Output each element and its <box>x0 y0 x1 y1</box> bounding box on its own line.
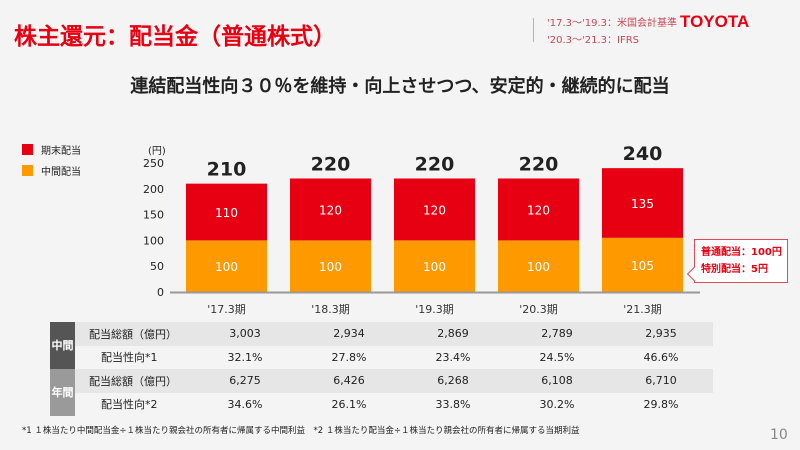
x-tick-label: '17.3期 <box>207 303 246 316</box>
table-row: 年間 配当総額（億円） 6,275 6,426 6,268 6,108 6,71… <box>50 369 713 416</box>
row-label: 配当総額（億円） <box>75 322 193 346</box>
table-row: 配当性向*1 32.1% 27.8% 23.4% 24.5% 46.6% <box>50 346 713 370</box>
accounting-note-1: '17.3〜'19.3：米国会計基準 <box>547 18 678 29</box>
bar-interim <box>498 240 579 292</box>
total-label: 220 <box>519 153 559 175</box>
bar-value-label: 105 <box>631 259 654 273</box>
bar-year-end <box>602 168 683 238</box>
cell: 6,426 <box>297 369 401 393</box>
row-label: 配当性向*1 <box>101 351 158 365</box>
legend-swatch <box>22 144 33 155</box>
cell: 6,108 <box>505 369 609 393</box>
bar-year-end <box>290 178 371 241</box>
total-label: 240 <box>623 143 663 165</box>
cell: 30.2% <box>539 397 575 411</box>
bar-value-label: 110 <box>215 206 238 220</box>
bar-value-label: 120 <box>423 203 446 217</box>
legend-swatch <box>22 165 33 176</box>
y-tick-label: 50 <box>150 260 164 273</box>
x-tick-label: '20.3期 <box>519 303 558 316</box>
accounting-note-2: '20.3〜'21.3：IFRS <box>547 35 640 46</box>
bar-value-label: 135 <box>631 197 654 211</box>
dividend-chart: 0 50 100 150 200 250 100 110 210 '17.3期 100 120 220 '… <box>143 143 700 316</box>
cell: 33.8% <box>435 397 471 411</box>
y-axis-unit: (円) <box>148 146 166 157</box>
table-row: 中間 配当総額（億円） 3,003 2,934 2,869 2,789 2,93… <box>50 322 713 369</box>
row-label: 配当総額（億円） <box>75 369 193 393</box>
group-annual: 年間 <box>50 369 75 416</box>
subtitle: 連結配当性向３０％を維持・向上させつつ、安定的・継続的に配当 <box>130 76 670 97</box>
legend-label: 期末配当 <box>41 146 81 157</box>
cell: 6,275 <box>193 369 297 393</box>
group-interim: 中間 <box>50 322 75 369</box>
y-tick-label: 150 <box>143 209 164 222</box>
y-tick-label: 100 <box>143 234 164 247</box>
cell: 46.6% <box>643 350 679 364</box>
table-row: 配当性向*2 34.6% 26.1% 33.8% 30.2% 29.8% <box>50 393 713 417</box>
bar-value-label: 100 <box>319 260 342 274</box>
cell: 2,934 <box>297 322 401 346</box>
bar-year-end <box>186 183 267 241</box>
x-tick-label: '21.3期 <box>623 303 662 316</box>
legend-item-year-end: 期末配当 <box>22 142 81 157</box>
bar-value-label: 100 <box>215 260 238 274</box>
total-label: 220 <box>311 153 351 175</box>
special-dividend-callout: 普通配当：100円 特別配当：5円 <box>694 239 788 283</box>
bar-interim <box>186 240 267 292</box>
cell: 23.4% <box>435 350 471 364</box>
callout-line-ordinary: 普通配当：100円 <box>701 247 782 258</box>
cell: 27.8% <box>331 350 367 364</box>
toyota-logo: TOYOTA <box>680 12 750 31</box>
cell: 2,935 <box>609 322 713 346</box>
bar-year-end <box>498 178 579 241</box>
cell: 26.1% <box>331 397 367 411</box>
bar-year-end <box>394 178 475 241</box>
bar-value-label: 120 <box>527 203 550 217</box>
divider <box>533 18 534 42</box>
legend-label: 中間配当 <box>41 167 81 178</box>
cell: 29.8% <box>643 397 679 411</box>
page-title: 株主還元：配当金（普通株式） <box>14 24 336 50</box>
cell: 2,789 <box>505 322 609 346</box>
row-label: 配当性向*2 <box>101 398 158 412</box>
callout-line-special: 特別配当：5円 <box>701 264 768 275</box>
legend-item-interim: 中間配当 <box>22 163 81 178</box>
cell: 34.6% <box>227 397 263 411</box>
cell: 2,869 <box>401 322 505 346</box>
x-tick-label: '19.3期 <box>415 303 454 316</box>
bar-interim <box>394 240 475 292</box>
dividend-table: 中間 配当総額（億円） 3,003 2,934 2,869 2,789 2,93… <box>50 322 713 416</box>
cell: 24.5% <box>539 350 575 364</box>
x-tick-label: '18.3期 <box>311 303 350 316</box>
cell: 6,710 <box>609 369 713 393</box>
bar-value-label: 100 <box>527 260 550 274</box>
page-number: 10 <box>770 427 788 443</box>
total-label: 220 <box>415 153 455 175</box>
bar-value-label: 120 <box>319 203 342 217</box>
footnote: *1 １株当たり中間配当金÷１株当たり親会社の所有者に帰属する中間利益 *2 １… <box>22 426 580 436</box>
bar-value-label: 100 <box>423 260 446 274</box>
bar-interim <box>602 237 683 292</box>
y-tick-label: 250 <box>143 157 164 170</box>
bar-interim <box>290 240 371 292</box>
y-tick-label: 0 <box>157 286 164 299</box>
cell: 6,268 <box>401 369 505 393</box>
y-tick-label: 200 <box>143 183 164 196</box>
cell: 3,003 <box>193 322 297 346</box>
cell: 32.1% <box>227 350 263 364</box>
total-label: 210 <box>207 159 247 181</box>
